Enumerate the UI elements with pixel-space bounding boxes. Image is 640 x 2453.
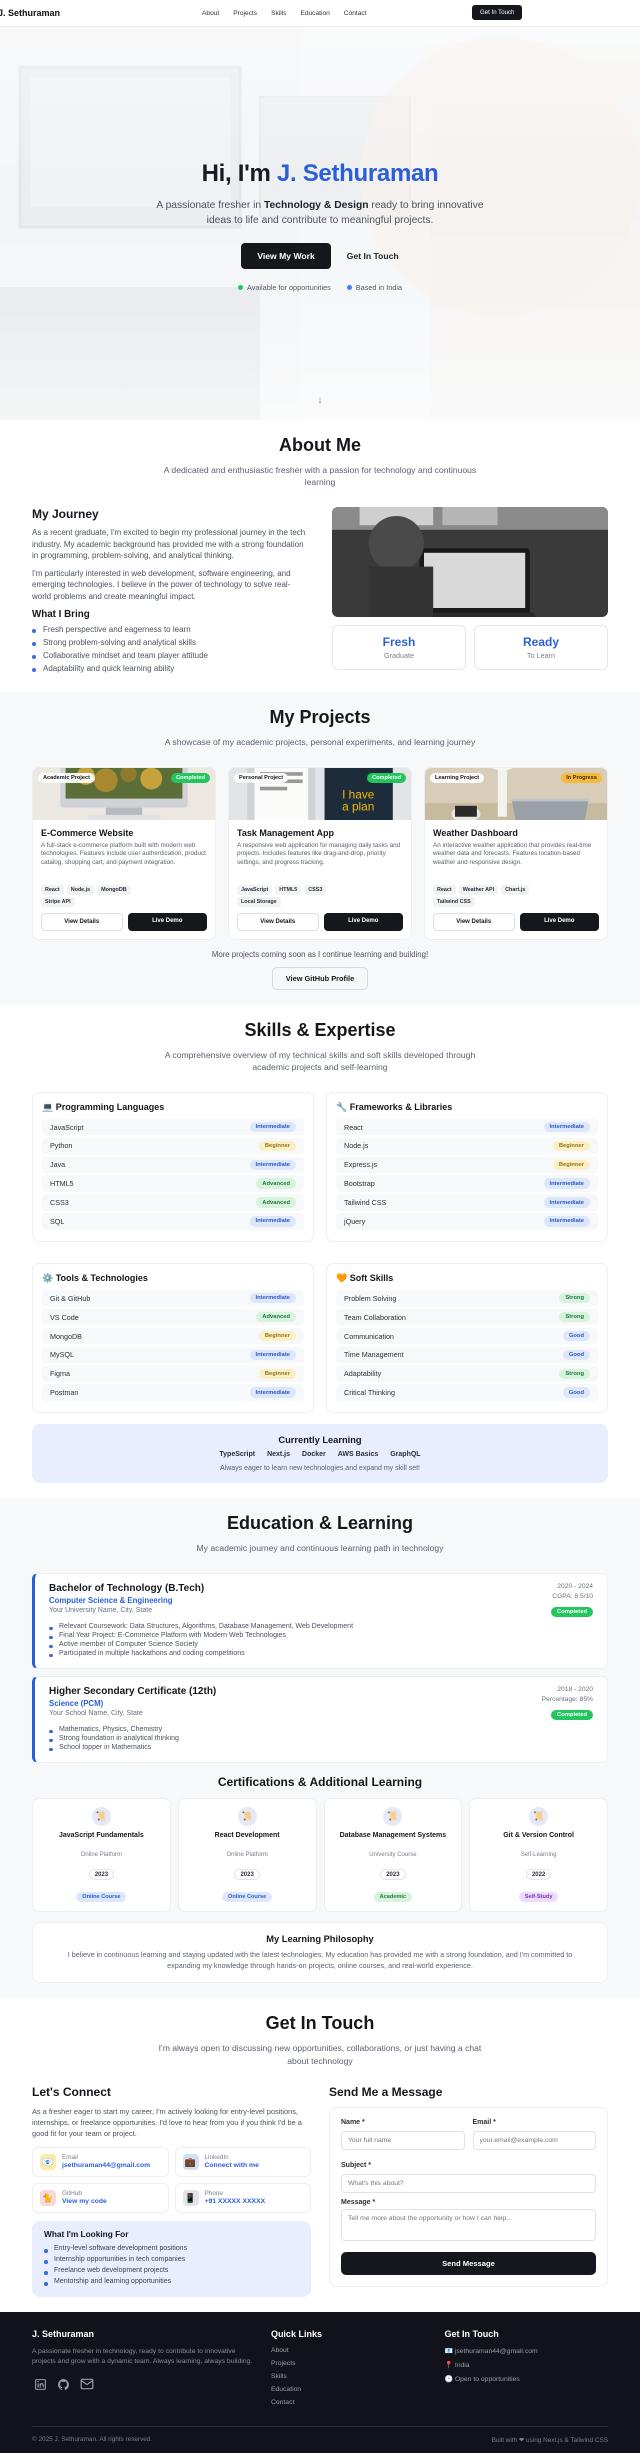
svg-text:a plan: a plan bbox=[342, 799, 374, 813]
